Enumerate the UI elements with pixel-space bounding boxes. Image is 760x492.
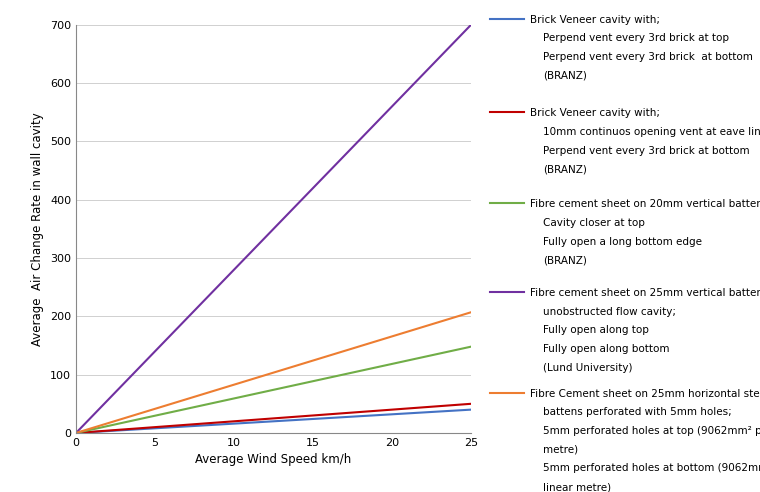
Text: Fully open along top: Fully open along top (543, 325, 649, 335)
Text: (BRANZ): (BRANZ) (543, 164, 587, 174)
Text: Brick Veneer cavity with;: Brick Veneer cavity with; (530, 108, 660, 118)
Text: 10mm continuos opening vent at eave lining: 10mm continuos opening vent at eave lini… (543, 127, 760, 137)
Text: (Lund University): (Lund University) (543, 363, 633, 372)
Text: battens perforated with 5mm holes;: battens perforated with 5mm holes; (543, 407, 732, 417)
Text: Perpend vent every 3rd brick  at bottom: Perpend vent every 3rd brick at bottom (543, 52, 753, 62)
Text: 5mm perforated holes at bottom (9062mm² per: 5mm perforated holes at bottom (9062mm² … (543, 463, 760, 473)
Text: Fully open a long bottom edge: Fully open a long bottom edge (543, 237, 702, 246)
X-axis label: Average Wind Speed km/h: Average Wind Speed km/h (195, 453, 352, 466)
Text: unobstructed flow cavity;: unobstructed flow cavity; (543, 307, 676, 316)
Text: Cavity closer at top: Cavity closer at top (543, 218, 645, 228)
Text: (BRANZ): (BRANZ) (543, 71, 587, 81)
Text: Fibre cement sheet on 25mm vertical battens and: Fibre cement sheet on 25mm vertical batt… (530, 288, 760, 298)
Text: Fully open along bottom: Fully open along bottom (543, 344, 670, 354)
Text: (BRANZ): (BRANZ) (543, 255, 587, 265)
Text: Fibre cement sheet on 20mm vertical battens;: Fibre cement sheet on 20mm vertical batt… (530, 199, 760, 209)
Text: 5mm perforated holes at top (9062mm² per linear: 5mm perforated holes at top (9062mm² per… (543, 426, 760, 436)
Text: Fibre Cement sheet on 25mm horizontal steel: Fibre Cement sheet on 25mm horizontal st… (530, 389, 760, 399)
Text: Perpend vent every 3rd brick at bottom: Perpend vent every 3rd brick at bottom (543, 146, 750, 155)
Text: metre): metre) (543, 445, 578, 455)
Text: Perpend vent every 3rd brick at top: Perpend vent every 3rd brick at top (543, 33, 730, 43)
Y-axis label: Average  Air Change Rate in wall cavity: Average Air Change Rate in wall cavity (31, 112, 44, 346)
Text: linear metre): linear metre) (543, 482, 612, 492)
Text: Brick Veneer cavity with;: Brick Veneer cavity with; (530, 15, 660, 25)
